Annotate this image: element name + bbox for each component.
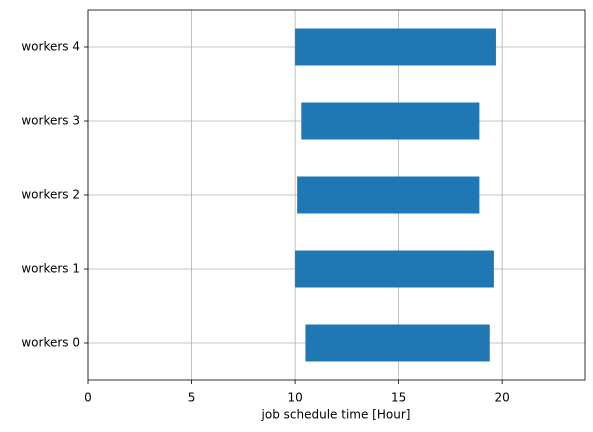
x-tick-label: 15: [391, 391, 406, 405]
bar: [305, 324, 490, 362]
y-tick-label: workers 3: [21, 114, 80, 128]
x-tick-label: 10: [287, 391, 302, 405]
plot-frame: [87, 9, 586, 381]
y-tick-label: workers 4: [21, 40, 80, 54]
bar: [295, 28, 496, 66]
y-tick-label: workers 0: [21, 336, 80, 350]
bar: [297, 176, 480, 214]
x-tick-label: 20: [495, 391, 510, 405]
x-axis-label: job schedule time [Hour]: [261, 408, 411, 422]
x-tick-label: 5: [188, 391, 196, 405]
bar: [301, 102, 480, 140]
x-tick-label: 0: [84, 391, 92, 405]
y-tick-label: workers 2: [21, 188, 80, 202]
bar: [295, 250, 494, 288]
y-tick-label: workers 1: [21, 262, 80, 276]
